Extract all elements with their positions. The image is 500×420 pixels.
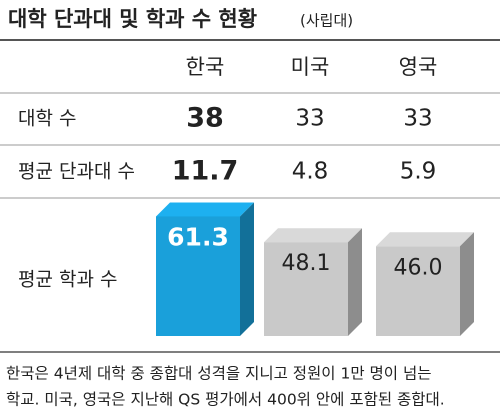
value-label: 61.3 bbox=[167, 222, 229, 251]
cell: 5.9 bbox=[400, 159, 437, 185]
bar-top bbox=[264, 228, 362, 243]
chart-label: 평균 학과 수 bbox=[18, 269, 117, 291]
bar-side bbox=[348, 228, 362, 336]
footnote: 한국은 4년제 대학 중 종합대 성격을 지니고 정원이 1만 명이 넘는 bbox=[6, 365, 432, 383]
row-label: 대학 수 bbox=[18, 108, 76, 130]
bar bbox=[156, 216, 240, 336]
cell: 38 bbox=[186, 103, 224, 134]
row-label: 평균 단과대 수 bbox=[18, 161, 135, 183]
bar-side bbox=[240, 202, 254, 336]
bar bbox=[264, 242, 348, 336]
cell: 33 bbox=[295, 106, 324, 132]
column-header: 영국 bbox=[399, 55, 438, 79]
bar-side bbox=[460, 232, 474, 336]
bar bbox=[376, 246, 460, 336]
value-label: 48.1 bbox=[282, 251, 331, 276]
cell: 4.8 bbox=[292, 159, 329, 185]
title: 대학 단과대 및 학과 수 현황 bbox=[8, 7, 257, 31]
bar-top bbox=[156, 202, 254, 217]
column-header: 한국 bbox=[186, 55, 225, 79]
bar-top bbox=[376, 232, 474, 247]
value-label: 46.0 bbox=[394, 255, 443, 280]
column-header: 미국 bbox=[291, 55, 330, 79]
cell: 11.7 bbox=[172, 156, 239, 187]
footnote: 학교. 미국, 영국은 지난해 QS 평가에서 400위 안에 포함된 종합대. bbox=[6, 391, 445, 409]
cell: 33 bbox=[403, 106, 432, 132]
subtitle: (사립대) bbox=[300, 12, 353, 30]
